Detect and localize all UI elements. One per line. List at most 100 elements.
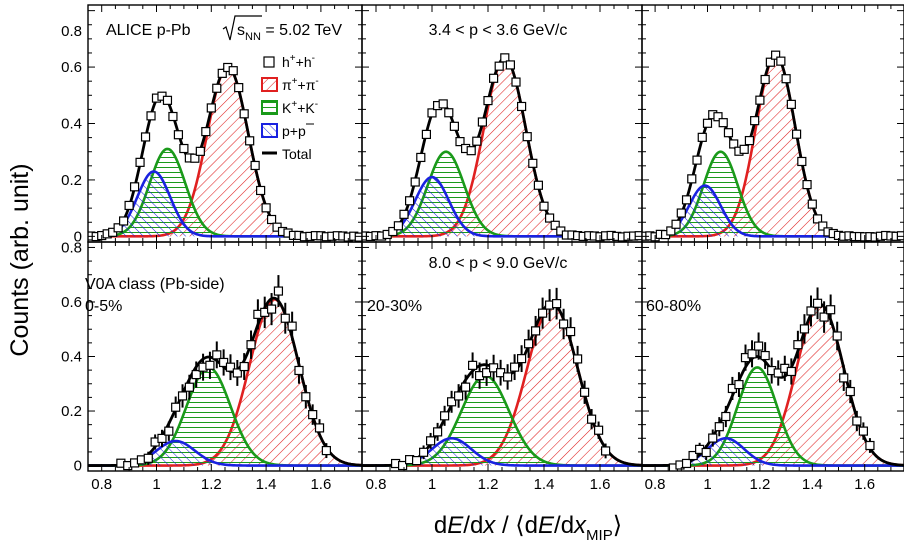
data-point — [190, 153, 200, 163]
fill-pion — [88, 67, 362, 237]
data-point — [714, 422, 724, 432]
data-point — [455, 137, 465, 147]
y-tick-label: 0 — [74, 228, 82, 245]
data-point — [489, 363, 499, 373]
data-point — [239, 109, 249, 119]
data-point — [266, 214, 277, 225]
data-point — [505, 60, 515, 70]
data-point — [314, 423, 325, 433]
data-point — [755, 95, 765, 105]
plot-area-top-middle — [362, 53, 642, 242]
svg-text:Total: Total — [282, 146, 312, 162]
data-point — [261, 203, 271, 213]
plot-area-top-right — [642, 50, 904, 242]
centrality-label-20-30: 20-30% — [367, 298, 422, 315]
x-tick-label: 1.4 — [534, 476, 555, 493]
data-point — [173, 130, 184, 140]
data-point — [427, 108, 437, 118]
plot-area-top-left — [88, 62, 362, 242]
data-point — [294, 365, 304, 376]
data-point — [692, 155, 702, 165]
data-point — [713, 112, 723, 122]
data-point — [212, 350, 222, 360]
data-point — [522, 132, 532, 142]
data-point — [832, 331, 842, 341]
data-point — [896, 231, 904, 241]
data-point — [533, 180, 544, 190]
data-point — [433, 427, 443, 437]
data-point — [516, 101, 527, 112]
legend-swatch-proton — [261, 123, 278, 138]
data-point — [528, 158, 538, 168]
legend-item-data: h++h- — [263, 53, 315, 70]
data-point — [729, 139, 739, 149]
data-point — [494, 61, 504, 71]
data-point — [256, 185, 266, 196]
data-point — [266, 304, 277, 314]
experiment-label: ALICE p-Pb sNN = 5.02 TeV — [106, 15, 342, 43]
data-point — [410, 177, 420, 187]
data-point — [539, 201, 549, 211]
data-point — [799, 324, 810, 334]
plot-area-bottom-left — [88, 275, 362, 471]
y-tick-label: 0 — [74, 458, 82, 475]
data-point — [206, 103, 216, 113]
x-tick-label: 1 — [703, 476, 711, 493]
data-point — [718, 118, 728, 128]
fill-proton — [362, 177, 642, 237]
data-point — [760, 350, 770, 361]
data-point — [177, 391, 188, 401]
data-point — [852, 416, 862, 426]
data-point — [812, 214, 823, 224]
data-point — [666, 226, 676, 236]
plot-area-bottom-middle — [362, 287, 642, 471]
data-point — [280, 313, 290, 323]
fill-proton — [362, 438, 642, 466]
data-point — [449, 121, 459, 131]
data-point — [676, 208, 686, 218]
data-point — [438, 99, 448, 109]
svg-text:π++π-: π++π- — [282, 76, 319, 93]
data-point — [140, 132, 151, 142]
data-point — [708, 433, 718, 443]
data-point — [530, 326, 541, 336]
data-point — [791, 129, 802, 139]
data-point — [447, 397, 457, 407]
data-point — [734, 379, 744, 390]
svg-text:h++h-: h++h- — [282, 53, 315, 70]
data-point — [468, 360, 478, 370]
data-point — [228, 66, 238, 76]
data-point — [786, 99, 796, 109]
data-point — [129, 182, 140, 192]
data-point — [681, 458, 692, 469]
svg-text:sNN = 5.02 TeV: sNN = 5.02 TeV — [237, 22, 342, 43]
data-point — [308, 410, 318, 420]
data-point — [412, 456, 422, 466]
panel-top-middle — [361, 4, 643, 243]
data-point — [354, 232, 362, 242]
data-point — [250, 160, 260, 171]
data-point — [750, 116, 760, 126]
legend-item-kaon: K++K- — [261, 99, 318, 116]
data-point — [802, 179, 812, 190]
y-tick-label: 0.6 — [61, 59, 82, 76]
data-point — [321, 445, 331, 456]
legend-item-pion: π++π- — [261, 76, 319, 93]
data-point — [273, 286, 284, 296]
data-point — [793, 340, 803, 350]
data-point — [179, 143, 189, 154]
y-tick-label: 0.6 — [61, 294, 82, 311]
data-point — [201, 127, 211, 137]
data-point — [184, 382, 194, 392]
data-point — [157, 433, 167, 444]
data-point — [143, 453, 153, 463]
legend-item-proton: p+p — [261, 123, 314, 139]
fill-kaon — [642, 367, 904, 466]
x-tick-label: 1 — [152, 476, 160, 493]
data-point — [744, 135, 755, 146]
momentum-label-top: 3.4 < p < 3.6 GeV/c — [429, 22, 568, 39]
data-point — [839, 373, 849, 383]
panel-top-right — [641, 4, 904, 243]
data-point — [124, 200, 134, 211]
legend-swatch-pion — [261, 77, 278, 92]
